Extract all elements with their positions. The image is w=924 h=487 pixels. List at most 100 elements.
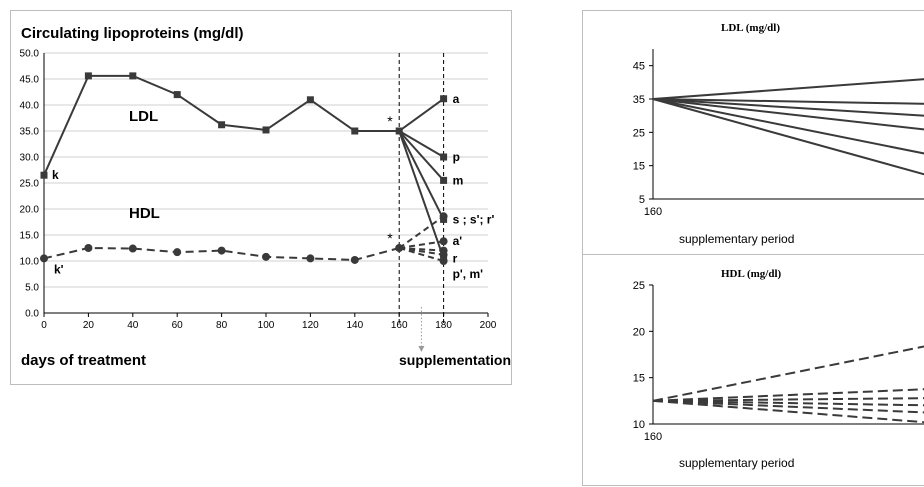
ldl-point <box>262 126 270 134</box>
y-tick-label: 15 <box>633 373 645 385</box>
ldl-branch-line <box>398 130 445 158</box>
hdl-branch-line <box>399 240 444 249</box>
x-tick-label: 160 <box>391 320 408 331</box>
ldl-branch-point <box>440 95 448 103</box>
main-chart-panel: Circulating lipoproteins (mg/dl) 0.0 5.0 1… <box>10 10 512 385</box>
hdl-x-axis-label: supplementary period <box>679 456 794 470</box>
x-tick-label: 40 <box>127 320 139 331</box>
ldl-point <box>40 171 48 179</box>
hdl-branch-point <box>439 237 448 246</box>
x-tick-label: 100 <box>258 320 275 331</box>
series-line <box>652 78 924 100</box>
y-tick-label: 15.0 <box>20 231 40 242</box>
hdl-branch-label: p', m' <box>453 267 484 281</box>
ldl-point <box>306 96 314 104</box>
supplementation-label: supplementation <box>399 352 511 368</box>
hdl-significance-star: * <box>387 230 393 246</box>
main-x-axis-label: days of treatment <box>21 352 146 369</box>
x-tick-label: 180 <box>435 320 452 331</box>
x-tick-label: 20 <box>83 320 95 331</box>
x-tick-label: 120 <box>302 320 319 331</box>
hdl-point <box>40 254 48 263</box>
y-tick-label: 20 <box>633 326 645 338</box>
hdl-point <box>128 244 137 253</box>
y-tick-label: 25.0 <box>20 179 40 190</box>
ldl-significance-star: * <box>387 113 393 129</box>
hdl-branch-label: a' <box>453 234 463 248</box>
main-chart-svg: Circulating lipoproteins (mg/dl) 0.0 5.0 1… <box>20 25 511 369</box>
x-tick-label: 200 <box>480 320 497 331</box>
y-tick-label: 25 <box>633 127 645 139</box>
ldl-series-label: LDL <box>129 108 158 125</box>
x-tick-label: 60 <box>172 320 184 331</box>
ldl-point <box>173 91 181 99</box>
ldl-chart-title: LDL (mg/dl) <box>721 22 780 34</box>
ldl-branch-label: p <box>453 150 460 164</box>
hdl-branch-point <box>439 257 448 265</box>
y-tick-label: 50.0 <box>20 49 40 60</box>
series-line <box>652 98 924 105</box>
hdl-point <box>173 248 182 257</box>
ldl-branch-label: m <box>453 173 464 187</box>
hdl-chart-title: HDL (mg/dl) <box>721 268 782 280</box>
hdl-point <box>217 246 226 255</box>
ldl-point <box>129 72 137 80</box>
ldl-branch-line <box>398 130 445 220</box>
series-line <box>652 98 924 155</box>
ldl-start-label: k <box>52 168 59 182</box>
y-tick-label: 5 <box>639 194 645 206</box>
y-tick-label: 45.0 <box>20 75 40 86</box>
ldl-x-axis-label: supplementary period <box>679 232 794 246</box>
hdl-branch-line <box>399 247 444 252</box>
series-line <box>652 98 924 117</box>
y-tick-label: 5.0 <box>25 283 39 294</box>
y-tick-label: 45 <box>633 61 645 73</box>
y-tick-label: 35.0 <box>20 127 40 138</box>
hdl-branch-point <box>439 212 448 221</box>
series-line <box>652 388 924 402</box>
hdl-branch-line <box>399 247 444 256</box>
y-tick-label: 10 <box>633 419 645 431</box>
hdl-start-label: k' <box>54 262 64 276</box>
series-line <box>652 345 924 402</box>
series-line <box>652 98 924 131</box>
ldl-branch-line <box>398 130 445 259</box>
x-tick-label: 0 <box>41 320 47 331</box>
hdl-branch-line <box>398 247 444 262</box>
series-line <box>652 397 924 402</box>
supplementation-arrowhead <box>418 346 425 352</box>
ldl-branch-label: s ; s'; r' <box>453 212 495 226</box>
ldl-point <box>84 72 92 80</box>
series-line <box>652 98 924 176</box>
y-tick-label: 25 <box>633 280 645 292</box>
ldl-branch-label: r <box>453 251 458 265</box>
y-tick-label: 40.0 <box>20 101 40 112</box>
x-tick-label: 80 <box>216 320 228 331</box>
hdl-point <box>350 255 359 264</box>
ldl-chart-panel: LDL (mg/dl) 51525354516018 apsr , supple… <box>582 10 924 262</box>
x-tick-label: 140 <box>346 320 363 331</box>
series-line <box>652 399 924 424</box>
hdl-branch-point <box>439 250 448 259</box>
x-tick-label: 160 <box>644 431 662 443</box>
hdl-series-label: HDL <box>129 205 160 222</box>
ldl-branch-line <box>398 97 445 132</box>
y-tick-label: 15 <box>633 161 645 173</box>
ldl-chart-svg: LDL (mg/dl) 51525354516018 apsr , supple… <box>633 22 924 246</box>
ldl-point <box>218 121 226 129</box>
hdl-point <box>262 252 270 261</box>
series-line <box>652 399 924 407</box>
hdl-point <box>306 254 315 263</box>
hdl-branch-line <box>398 215 445 249</box>
ldl-branch-line <box>398 130 445 182</box>
y-tick-label: 30.0 <box>20 153 40 164</box>
hdl-point <box>84 244 93 252</box>
ldl-branch-label: a <box>453 92 460 106</box>
y-tick-label: 0.0 <box>25 309 39 320</box>
y-tick-label: 35 <box>633 94 645 106</box>
y-tick-label: 20.0 <box>20 205 40 216</box>
y-tick-label: 10.0 <box>20 257 40 268</box>
ldl-point <box>351 127 359 135</box>
